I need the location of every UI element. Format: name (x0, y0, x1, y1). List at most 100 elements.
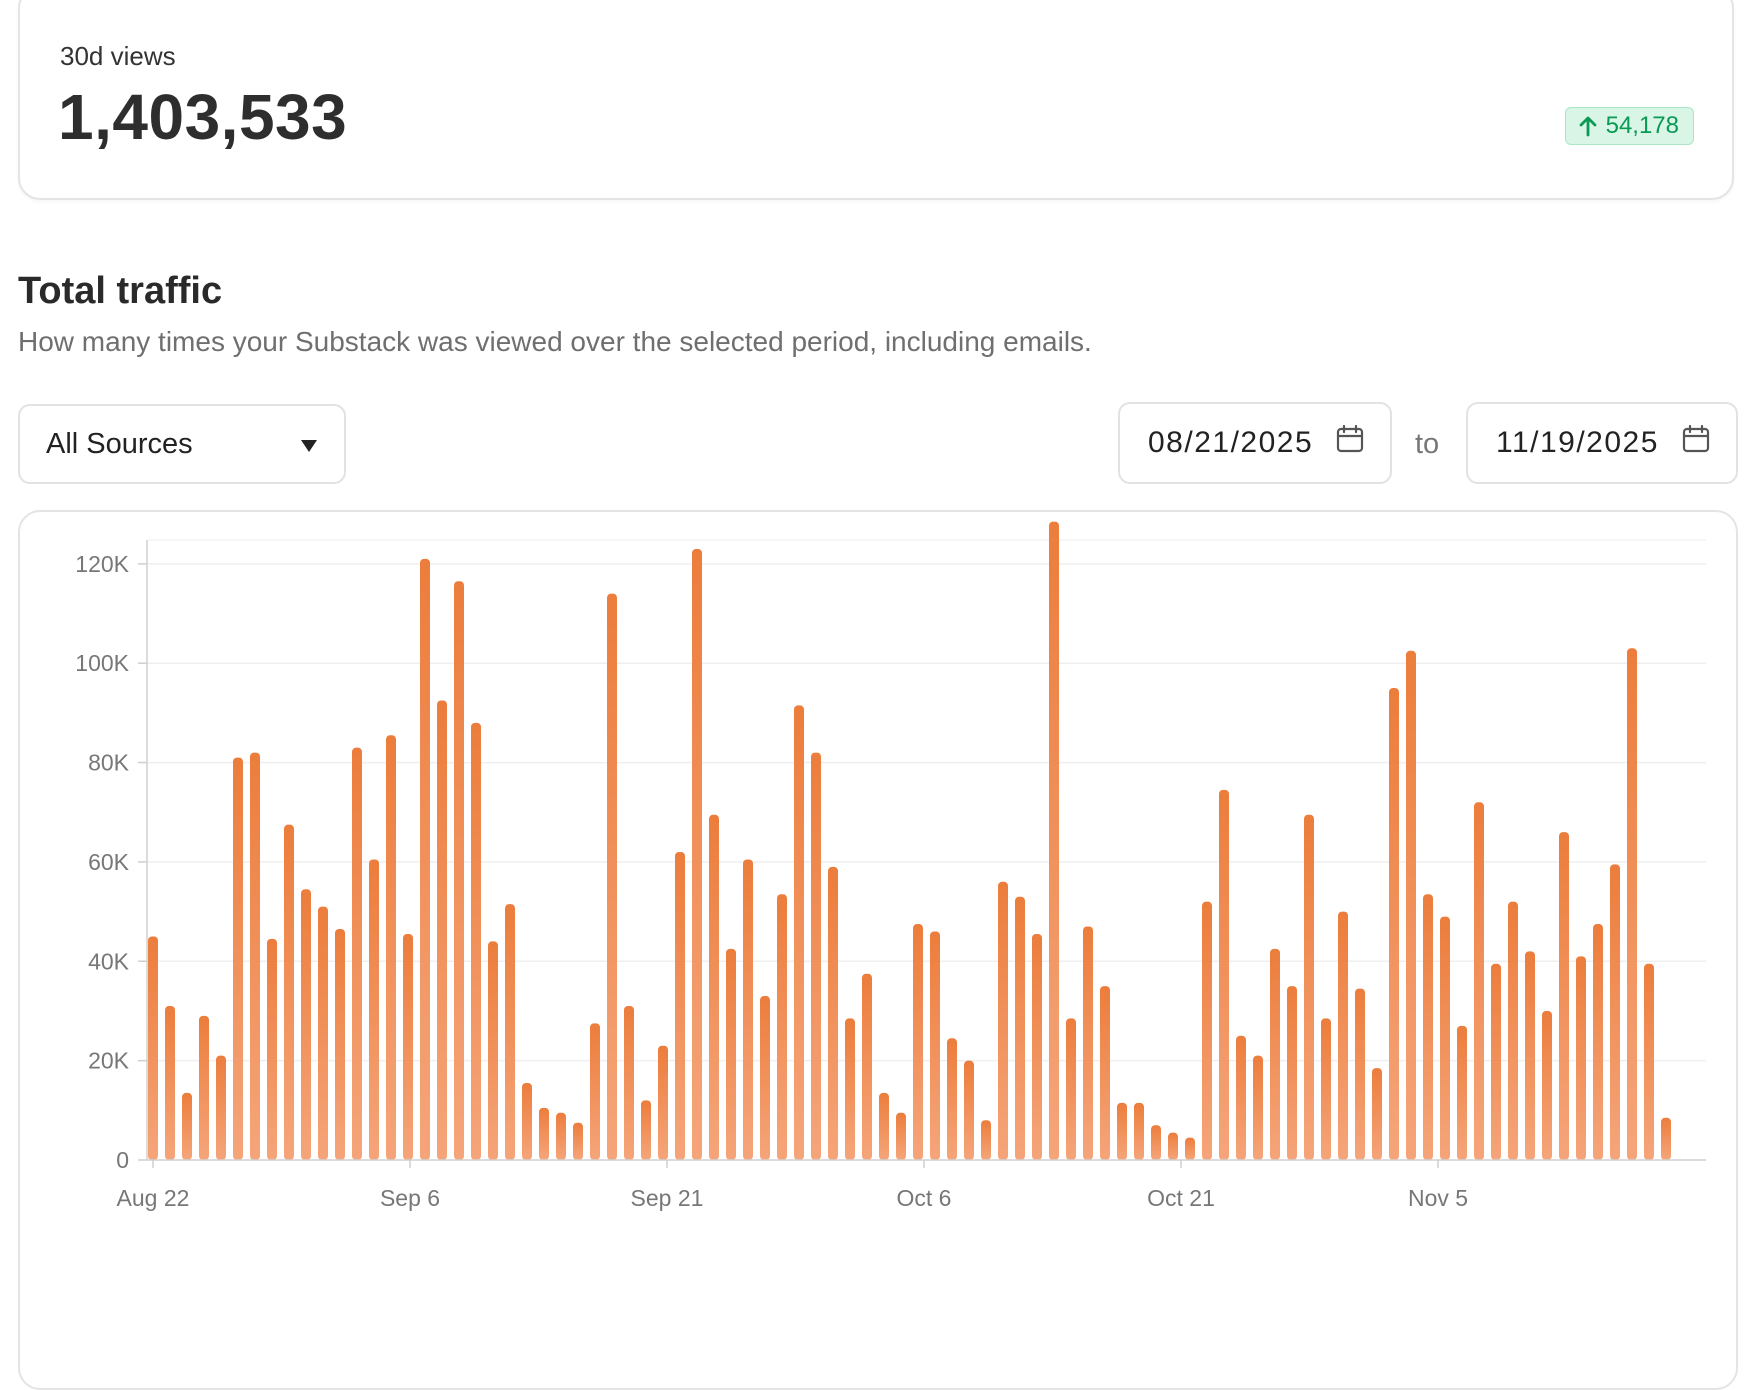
traffic-bar[interactable] (981, 1120, 991, 1160)
traffic-bar[interactable] (590, 1023, 600, 1160)
traffic-bar[interactable] (1032, 933, 1042, 1160)
traffic-bar[interactable] (1236, 1035, 1246, 1160)
traffic-bar[interactable] (301, 889, 311, 1160)
traffic-bar[interactable] (1066, 1018, 1076, 1160)
traffic-bar[interactable] (522, 1082, 532, 1160)
traffic-bar[interactable] (437, 700, 447, 1160)
traffic-bar[interactable] (1389, 688, 1399, 1160)
traffic-bar[interactable] (1219, 789, 1229, 1160)
traffic-bar[interactable] (165, 1005, 175, 1160)
traffic-bar[interactable] (913, 924, 923, 1160)
traffic-bar[interactable] (233, 757, 243, 1160)
traffic-bar[interactable] (556, 1112, 566, 1160)
traffic-bar[interactable] (471, 722, 481, 1160)
delta-value: 54,178 (1605, 112, 1679, 139)
traffic-bar[interactable] (675, 851, 685, 1160)
traffic-bar[interactable] (964, 1060, 974, 1160)
traffic-bar[interactable] (743, 859, 753, 1160)
end-date-input[interactable]: 11/19/2025 (1466, 402, 1738, 484)
traffic-bar[interactable] (216, 1055, 226, 1160)
traffic-bar[interactable] (1542, 1010, 1552, 1160)
traffic-bar[interactable] (1372, 1068, 1382, 1160)
traffic-bar[interactable] (930, 931, 940, 1160)
traffic-bar[interactable] (250, 752, 260, 1160)
traffic-bar[interactable] (1338, 911, 1348, 1160)
traffic-bar[interactable] (1406, 650, 1416, 1160)
traffic-bar[interactable] (1474, 802, 1484, 1160)
traffic-bar[interactable] (1440, 916, 1450, 1160)
traffic-bar[interactable] (148, 936, 158, 1160)
traffic-bar[interactable] (1049, 521, 1059, 1160)
traffic-bar[interactable] (1151, 1125, 1161, 1160)
traffic-bar[interactable] (777, 894, 787, 1160)
calendar-icon[interactable] (1336, 424, 1364, 462)
traffic-bar[interactable] (318, 906, 328, 1160)
traffic-bar[interactable] (454, 581, 464, 1160)
traffic-bar[interactable] (896, 1112, 906, 1160)
traffic-bar[interactable] (182, 1092, 192, 1160)
traffic-bar[interactable] (879, 1092, 889, 1160)
traffic-bar[interactable] (1134, 1102, 1144, 1160)
traffic-bar[interactable] (1168, 1132, 1178, 1160)
traffic-bar[interactable] (1491, 963, 1501, 1160)
traffic-bar[interactable] (1525, 951, 1535, 1160)
traffic-bar[interactable] (403, 933, 413, 1160)
traffic-bar[interactable] (420, 558, 430, 1160)
traffic-bar[interactable] (607, 593, 617, 1160)
traffic-bar[interactable] (1661, 1117, 1671, 1160)
views-label: 30d views (60, 41, 176, 71)
traffic-bar[interactable] (488, 941, 498, 1160)
x-tick-label: Nov 5 (1408, 1185, 1468, 1211)
traffic-bar[interactable] (386, 735, 396, 1160)
traffic-bar[interactable] (1287, 986, 1297, 1160)
traffic-bar[interactable] (998, 881, 1008, 1160)
traffic-bar[interactable] (1185, 1137, 1195, 1160)
traffic-bar[interactable] (1355, 988, 1365, 1160)
traffic-bar[interactable] (1610, 864, 1620, 1160)
calendar-icon[interactable] (1682, 424, 1710, 462)
traffic-bar[interactable] (1304, 814, 1314, 1160)
traffic-bar[interactable] (1644, 963, 1654, 1160)
traffic-bar[interactable] (505, 904, 515, 1160)
traffic-bar[interactable] (573, 1122, 583, 1160)
traffic-bar[interactable] (1202, 901, 1212, 1160)
traffic-bar[interactable] (862, 973, 872, 1160)
traffic-bar[interactable] (726, 948, 736, 1160)
traffic-bar[interactable] (1576, 956, 1586, 1160)
traffic-bar[interactable] (1015, 896, 1025, 1160)
traffic-bar[interactable] (1457, 1025, 1467, 1160)
traffic-bar[interactable] (1559, 832, 1569, 1160)
traffic-bar[interactable] (1423, 894, 1433, 1160)
traffic-bar[interactable] (1508, 901, 1518, 1160)
traffic-bar[interactable] (369, 859, 379, 1160)
traffic-bar[interactable] (199, 1015, 209, 1160)
traffic-bar[interactable] (1270, 948, 1280, 1160)
traffic-bar[interactable] (284, 824, 294, 1160)
traffic-bar[interactable] (1253, 1055, 1263, 1160)
traffic-bar[interactable] (1117, 1102, 1127, 1160)
traffic-bar[interactable] (811, 752, 821, 1160)
traffic-bar[interactable] (352, 747, 362, 1160)
traffic-bar[interactable] (335, 928, 345, 1160)
source-select[interactable]: All Sources (18, 404, 346, 484)
traffic-bar[interactable] (709, 814, 719, 1160)
traffic-bar[interactable] (760, 996, 770, 1160)
traffic-bar[interactable] (692, 548, 702, 1160)
traffic-bar[interactable] (845, 1018, 855, 1160)
start-date-input[interactable]: 08/21/2025 (1118, 402, 1392, 484)
traffic-bar[interactable] (641, 1100, 651, 1160)
traffic-bar[interactable] (794, 705, 804, 1160)
traffic-bar[interactable] (1083, 926, 1093, 1160)
traffic-bar[interactable] (1321, 1018, 1331, 1160)
traffic-bar[interactable] (1593, 924, 1603, 1160)
traffic-bar[interactable] (539, 1107, 549, 1160)
traffic-bar[interactable] (1100, 986, 1110, 1160)
section-subtitle: How many times your Substack was viewed … (18, 326, 1092, 357)
traffic-bar[interactable] (624, 1005, 634, 1160)
traffic-bar[interactable] (1627, 648, 1637, 1160)
traffic-bar[interactable] (828, 866, 838, 1160)
traffic-bar[interactable] (947, 1038, 957, 1160)
traffic-bar[interactable] (267, 938, 277, 1160)
caret-down-icon (300, 428, 318, 461)
traffic-bar[interactable] (658, 1045, 668, 1160)
